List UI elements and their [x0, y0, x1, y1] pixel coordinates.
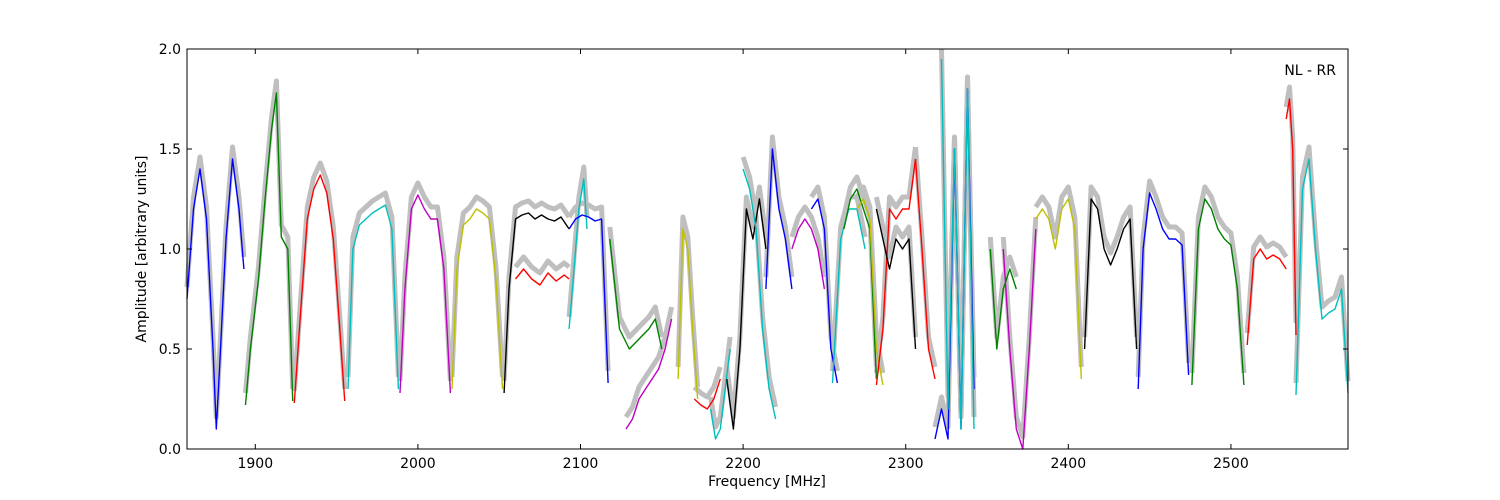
series-segment-4: [399, 194, 452, 394]
series-segment-31: [1083, 198, 1138, 350]
series-segment-7: [514, 268, 570, 286]
reference-band-9: [567, 200, 611, 372]
reference-band-7: [513, 254, 571, 276]
reference-band-36: [1293, 144, 1351, 384]
series-segment-33: [1191, 198, 1245, 386]
series-segment-28: [989, 248, 1017, 350]
reference-band-5: [449, 194, 505, 378]
series-segment-12: [677, 228, 699, 400]
x-tick-label: 2000: [400, 456, 436, 472]
reference-band-15: [724, 184, 769, 420]
reference-band-33: [1189, 184, 1247, 374]
series-segment-18: [791, 218, 826, 290]
x-tick-label: 2400: [1050, 456, 1086, 472]
reference-band-3: [345, 190, 401, 378]
series-segment-24: [875, 208, 917, 350]
series-segment-11: [625, 318, 673, 430]
y-tick-label: 0.0: [159, 442, 181, 458]
x-tick-label: 1900: [237, 456, 273, 472]
series-segment-29: [1002, 228, 1037, 450]
x-tick-label: 2100: [563, 456, 599, 472]
series-segment-1: [244, 92, 294, 406]
series-segment-0: [186, 158, 245, 430]
series-segment-9: [568, 214, 609, 384]
series-segment-14: [709, 348, 731, 440]
series-segment-34: [1246, 248, 1287, 346]
reference-band-25: [913, 146, 938, 368]
series-segment-30: [1035, 198, 1082, 380]
series-segment-3: [347, 204, 400, 390]
reference-band-11: [623, 306, 675, 419]
baseline-annotation: NL - RR: [1284, 63, 1336, 79]
reference-band-2: [291, 160, 348, 392]
reference-band-10: [607, 226, 665, 340]
reference-band-34: [1244, 234, 1289, 334]
y-tick-label: 1.5: [159, 142, 181, 158]
series-segment-23: [875, 158, 917, 386]
series-segment-6: [503, 212, 570, 394]
series-segment-10: [609, 238, 663, 350]
series-segment-2: [293, 174, 346, 404]
series-segment-16: [742, 168, 777, 420]
series-segment-32: [1137, 192, 1190, 390]
y-tick-label: 2.0: [159, 42, 181, 58]
y-tick-label: 0.5: [159, 342, 181, 358]
reference-band-4: [397, 180, 453, 382]
reference-band-14: [708, 336, 733, 430]
reference-band-16: [740, 156, 779, 408]
series-segment-35: [1285, 98, 1297, 336]
x-tick-label: 2300: [888, 456, 924, 472]
y-tick-label: 1.0: [159, 242, 181, 258]
reference-band-18: [789, 204, 827, 278]
reference-band-8: [566, 164, 590, 318]
series-segment-5: [451, 208, 504, 390]
reference-band-30: [1033, 184, 1084, 368]
plot-area: [184, 48, 1351, 450]
reference-band-31: [1082, 184, 1140, 338]
x-tick-label: 2200: [725, 456, 761, 472]
axis-ticks: 1900 2000 2100 2200 2300 2400 2500 0.0 0.5 1.0 1.5…: [159, 42, 1348, 472]
reference-band-6: [501, 198, 572, 382]
series-segment-8: [568, 178, 588, 330]
series-segment-13: [693, 378, 721, 410]
reference-band-24: [873, 196, 918, 338]
series-segment-15: [726, 198, 767, 430]
reference-band-13: [692, 366, 723, 400]
series-segment-25: [914, 158, 936, 380]
series-segment-36: [1295, 158, 1349, 396]
reference-band-28: [987, 236, 1019, 340]
series-segment-17: [765, 148, 793, 290]
series-segment-19: [810, 198, 839, 384]
y-axis-label: Amplitude [arbitrary units]: [134, 156, 150, 343]
x-tick-label: 2500: [1213, 456, 1249, 472]
series-segment-27: [940, 58, 975, 430]
reference-band-32: [1135, 178, 1192, 378]
x-axis-label: Frequency [MHz]: [708, 474, 826, 490]
